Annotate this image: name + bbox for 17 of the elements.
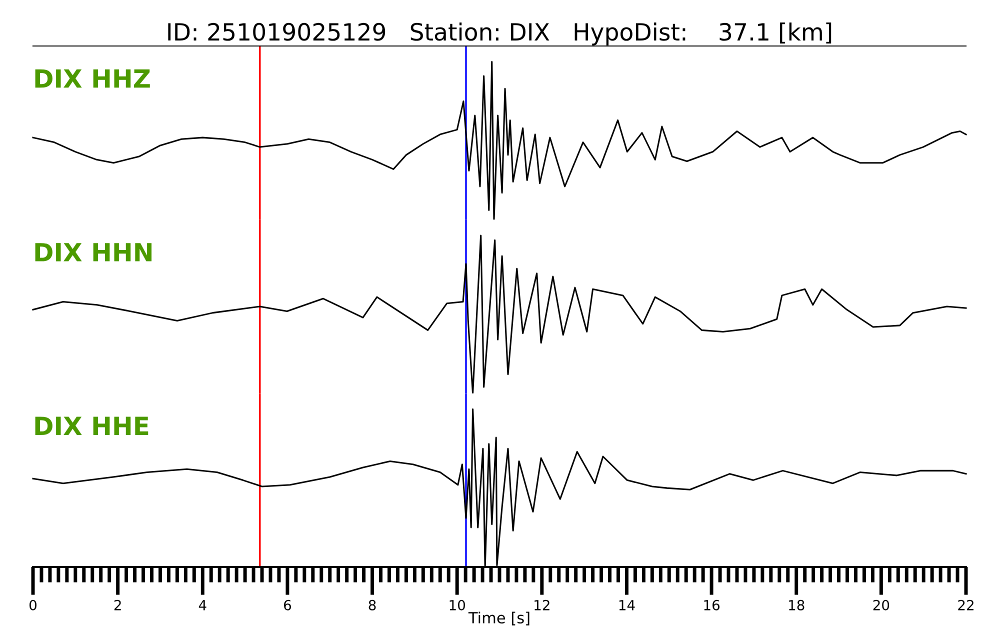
chart-title: ID: 251019025129 Station: DIX HypoDist: 37.1 [km] (168, 22, 832, 46)
x-tick-label: 6 (284, 600, 291, 610)
x-tick-label: 2 (114, 600, 121, 610)
annotation: DIX HHZ (35, 69, 150, 88)
x-tick-label: 8 (368, 600, 376, 610)
x-tick-label: 14 (619, 600, 635, 610)
x-tick-label: 4 (198, 600, 206, 610)
x-tick-label: 0 (29, 600, 36, 610)
x-tick-label: 12 (534, 600, 550, 610)
x-tick-label: 20 (873, 600, 890, 610)
x-tick-label: 10 (450, 600, 466, 610)
annotation: DIX HHE (35, 416, 148, 435)
annotation: DIX HHN (35, 243, 152, 262)
x-axis-title: Time [s] (468, 612, 530, 626)
x-tick-label: 18 (789, 600, 804, 610)
x-tick-label: 16 (704, 600, 720, 610)
x-tick-label: 22 (958, 600, 974, 610)
